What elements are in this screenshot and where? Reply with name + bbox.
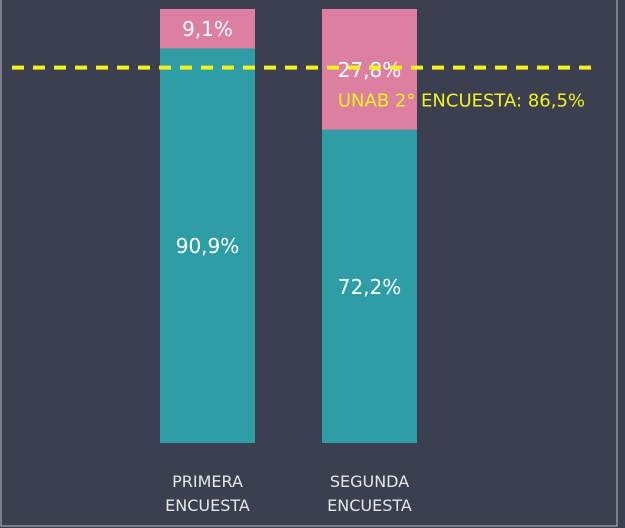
bar-segment [160, 9, 255, 49]
value-label: 90,9% [176, 234, 240, 258]
reference-label: UNAB 2° ENCUESTA: 86,5% [338, 91, 585, 112]
value-label: 9,1% [182, 17, 233, 41]
bar-segment [322, 129, 417, 444]
bar-segment [160, 48, 255, 444]
value-label: 27,8% [338, 58, 402, 82]
x-tick-label: PRIMERA ENCUESTA [165, 472, 250, 515]
value-label: 72,2% [338, 275, 402, 299]
x-tick-label: SEGUNDA ENCUESTA [327, 472, 412, 515]
